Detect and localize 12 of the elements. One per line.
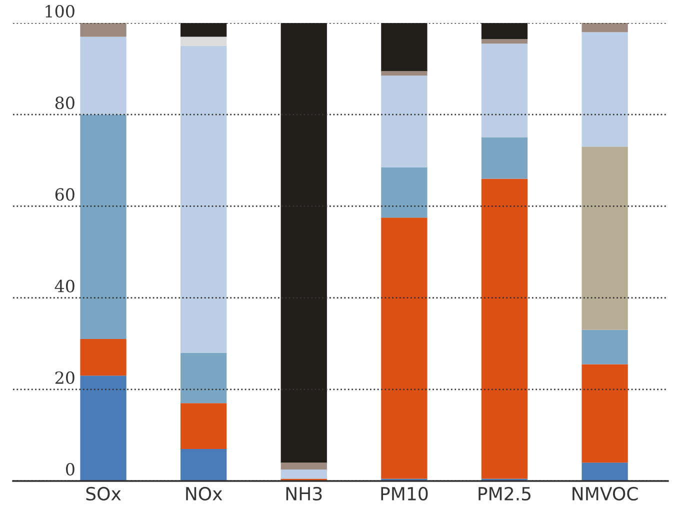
x-tick-label: PM10 <box>381 486 428 501</box>
x-tick-label: NH3 <box>286 486 322 501</box>
x-tick-label: NMVOC <box>572 486 638 501</box>
x-tick-label: SOx <box>86 486 121 501</box>
x-tick-label: NOx <box>186 486 222 501</box>
y-tick-label: 40 <box>54 280 74 292</box>
y-tick-label: 60 <box>55 188 74 201</box>
x-tick-label: PM2.5 <box>478 486 531 501</box>
y-tick-label: 100 <box>46 4 74 18</box>
y-tick-label: 80 <box>55 96 74 110</box>
y-tick-label: 20 <box>55 371 74 384</box>
y-tick-label: 0 <box>66 462 74 476</box>
